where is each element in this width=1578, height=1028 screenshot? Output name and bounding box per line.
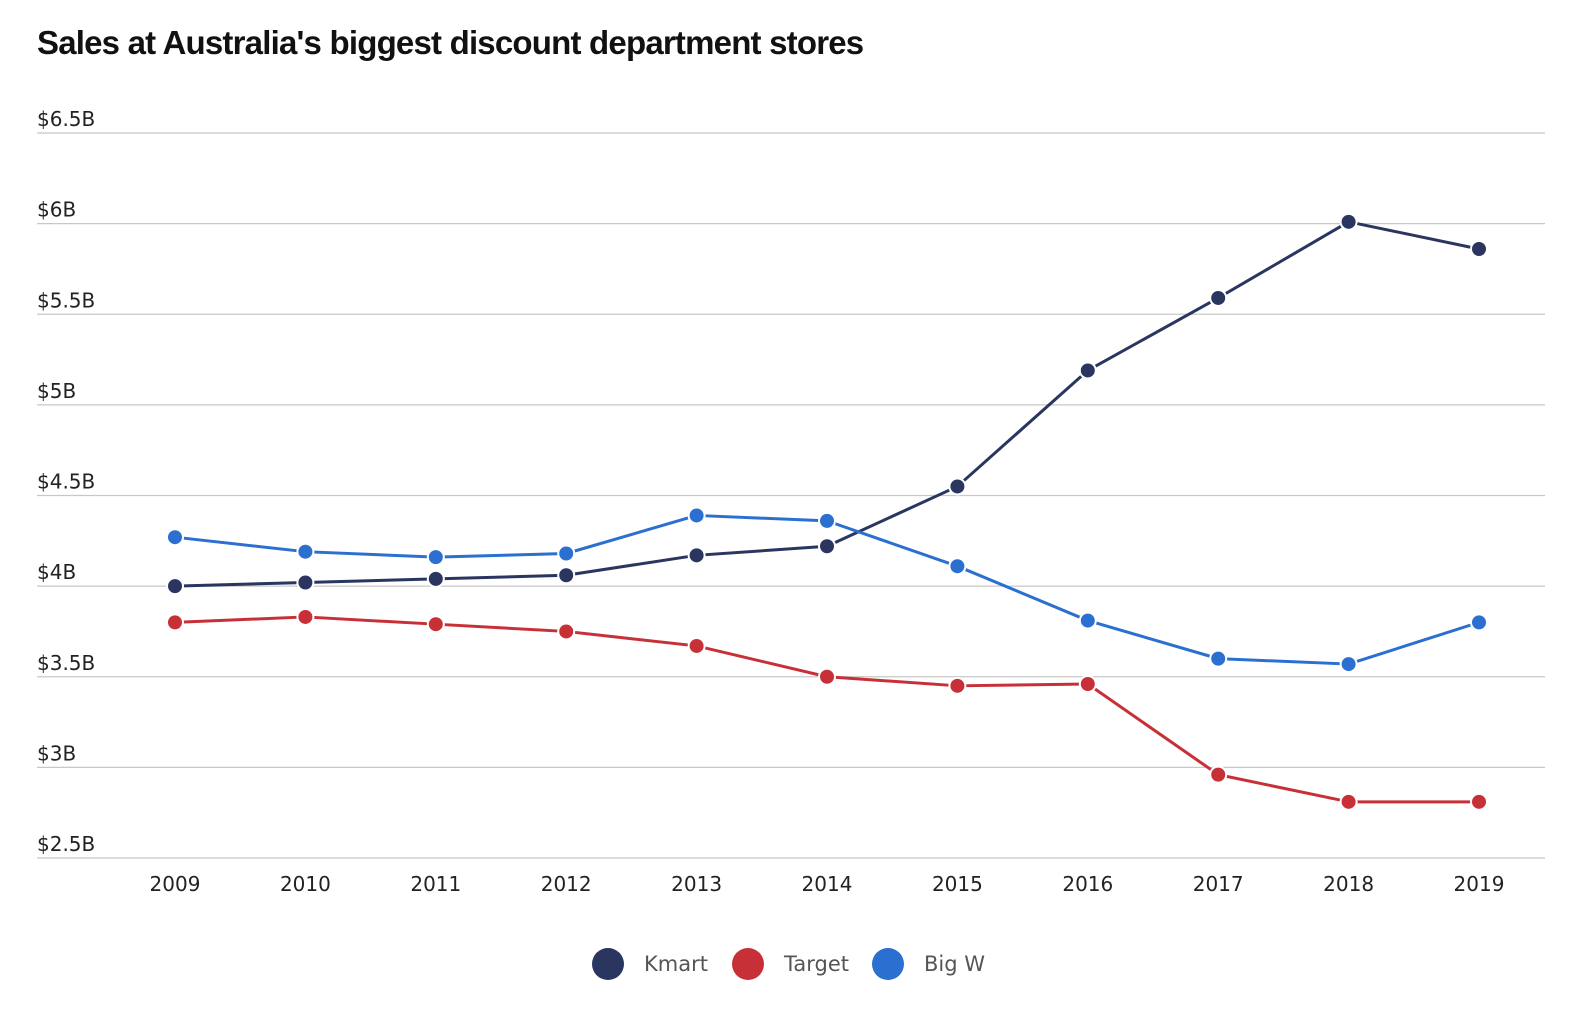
data-point [1470,240,1488,258]
data-point [687,636,706,655]
data-point [1339,655,1358,674]
data-point [557,566,576,585]
series-line-target [174,615,1479,804]
y-tick-label: $4B [37,560,76,584]
data-point [948,477,967,496]
data-point [1339,792,1358,811]
data-point [166,577,184,596]
data-point [166,613,184,632]
data-point [1209,288,1228,307]
data-point [1078,611,1097,630]
x-tick-label: 2009 [150,872,201,896]
x-tick-label: 2016 [1062,872,1113,896]
data-point [296,542,315,561]
data-point [1339,212,1358,231]
x-tick-label: 2019 [1454,872,1505,896]
legend-label: Kmart [644,952,708,976]
y-tick-label: $5.5B [37,288,95,312]
data-point [557,544,576,563]
data-point [1078,675,1097,693]
y-tick-label: $2.5B [37,832,95,856]
x-tick-label: 2015 [932,872,983,896]
data-point [426,569,445,588]
data-point [296,573,315,592]
data-point [687,506,706,525]
legend-marker [592,948,624,980]
data-point [948,557,967,576]
data-point [687,546,706,565]
legend-label: Big W [924,952,985,976]
y-tick-label: $5B [37,379,76,403]
data-point [426,615,445,634]
data-point [1209,649,1228,668]
x-tick-label: 2017 [1193,872,1244,896]
x-tick-label: 2014 [802,872,853,896]
data-point [1470,792,1488,811]
data-point [1470,613,1488,632]
data-point [818,511,836,530]
x-tick-label: 2013 [671,872,722,896]
legend-marker [872,948,904,980]
legend-label: Target [783,952,849,976]
x-tick-label: 2018 [1323,872,1374,896]
data-point [1209,765,1228,784]
y-tick-label: $6B [37,198,76,222]
data-point [818,667,836,686]
y-tick-label: $6.5B [37,107,95,131]
data-point [557,622,576,641]
data-point [166,528,184,547]
data-point [1078,361,1097,380]
x-tick-label: 2010 [280,872,331,896]
legend-marker [732,948,764,980]
data-point [426,548,445,567]
x-tick-label: 2012 [541,872,592,896]
x-tick-label: 2011 [410,872,461,896]
data-point [948,676,967,695]
series-line-kmart [174,220,1480,588]
y-tick-label: $3.5B [37,651,95,675]
data-point [818,537,836,556]
y-tick-label: $3B [37,741,76,765]
chart-title: Sales at Australia's biggest discount de… [37,24,864,61]
y-tick-label: $4.5B [37,470,95,494]
data-point [296,607,315,626]
